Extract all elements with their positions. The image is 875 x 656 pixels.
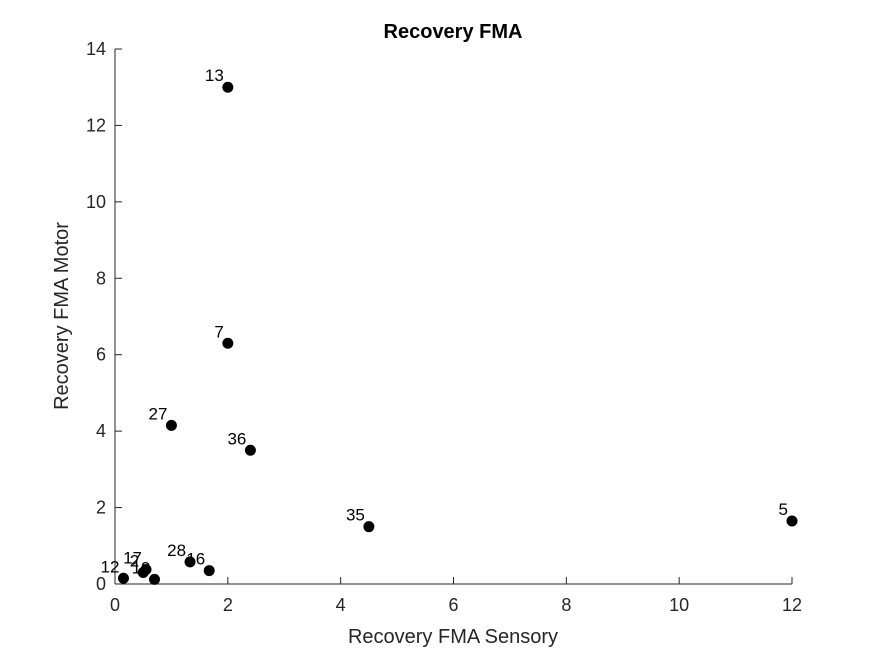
y-tick-label: 14 bbox=[86, 39, 106, 59]
data-point bbox=[363, 521, 375, 533]
y-tick-label: 10 bbox=[86, 192, 106, 212]
data-point-label: 13 bbox=[205, 66, 224, 85]
data-point bbox=[203, 565, 215, 577]
data-point bbox=[148, 573, 160, 585]
x-tick-label: 6 bbox=[448, 595, 458, 615]
data-point bbox=[222, 81, 234, 93]
data-point-label: 12 bbox=[101, 557, 120, 576]
plot-area: 0246810120246810121413727363552816171921… bbox=[86, 39, 802, 615]
data-point bbox=[786, 515, 798, 527]
x-tick-label: 4 bbox=[336, 595, 346, 615]
data-point-label: 27 bbox=[148, 404, 167, 423]
data-point-label: 17 bbox=[123, 548, 142, 567]
x-tick-label: 12 bbox=[782, 595, 802, 615]
y-tick-label: 12 bbox=[86, 115, 106, 135]
x-tick-label: 2 bbox=[223, 595, 233, 615]
data-point-label: 28 bbox=[167, 541, 186, 560]
x-axis-label: Recovery FMA Sensory bbox=[348, 626, 558, 648]
data-point bbox=[137, 567, 149, 579]
y-tick-label: 0 bbox=[96, 574, 106, 594]
y-tick-label: 6 bbox=[96, 345, 106, 365]
data-point bbox=[222, 337, 234, 349]
x-tick-label: 8 bbox=[561, 595, 571, 615]
data-point-label: 5 bbox=[779, 500, 788, 519]
data-point bbox=[244, 444, 256, 456]
data-point-label: 2 bbox=[130, 552, 139, 571]
data-point bbox=[117, 572, 129, 584]
data-point-label: 35 bbox=[346, 506, 365, 525]
data-point-label: 16 bbox=[186, 550, 205, 569]
x-tick-label: 0 bbox=[110, 595, 120, 615]
data-point bbox=[184, 556, 196, 568]
x-tick-label: 10 bbox=[669, 595, 689, 615]
data-point-label: 36 bbox=[227, 429, 246, 448]
chart-title: Recovery FMA bbox=[384, 21, 523, 43]
y-tick-label: 2 bbox=[96, 498, 106, 518]
y-axis-label: Recovery FMA Motor bbox=[51, 222, 73, 410]
y-tick-label: 4 bbox=[96, 421, 106, 441]
y-tick-label: 8 bbox=[96, 268, 106, 288]
data-point bbox=[165, 419, 177, 431]
data-point-label: 7 bbox=[214, 322, 223, 341]
